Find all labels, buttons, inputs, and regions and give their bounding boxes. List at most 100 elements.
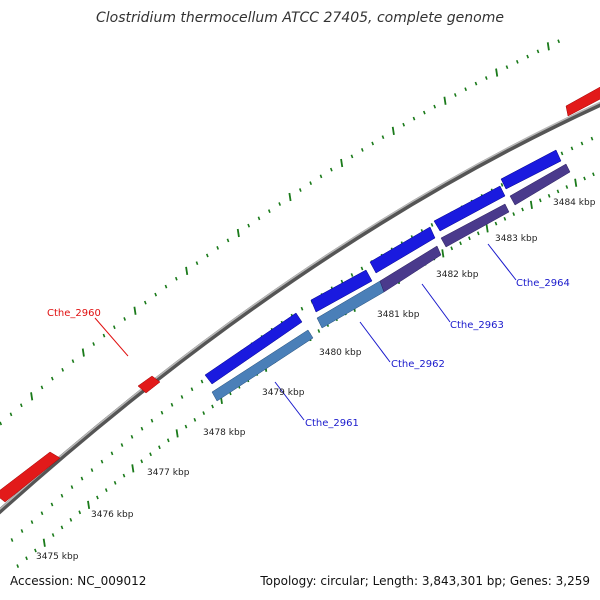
tick-mark-outer <box>257 216 261 221</box>
forward-feature-cthe-2960[interactable] <box>137 375 161 394</box>
tick-mark-outer <box>546 42 550 51</box>
tick-mark-inner <box>42 538 46 547</box>
label-cthe-2962[interactable]: Cthe_2962 <box>391 359 445 370</box>
genome-backbone-highlight <box>0 101 600 511</box>
tick-mark-outer <box>92 342 96 346</box>
tick-mark-outer <box>81 348 85 357</box>
gene-cthe-2965[interactable] <box>500 149 562 190</box>
scale-label-3482: 3482 kbp <box>436 270 479 280</box>
tick-mark-outer <box>236 228 240 238</box>
tick-mark-inner-near <box>60 493 64 498</box>
tick-mark-inner <box>158 445 161 450</box>
tick-mark-inner-near <box>300 306 304 311</box>
tick-mark-outer <box>464 87 468 92</box>
tick-mark-inner <box>485 224 489 233</box>
tick-mark-inner <box>149 452 152 457</box>
label-cthe-2964[interactable]: Cthe_2964 <box>516 278 570 289</box>
tick-mark-outer <box>402 122 406 127</box>
tick-mark-outer <box>319 174 323 179</box>
tick-mark-outer <box>30 392 34 401</box>
gene-cthe-2964[interactable] <box>433 185 506 232</box>
tick-mark-inner-near <box>100 459 104 464</box>
tick-mark-inner <box>441 249 445 258</box>
tick-mark-inner-near <box>70 485 74 489</box>
label-cthe-2963[interactable]: Cthe_2963 <box>450 320 504 331</box>
tick-mark-inner <box>547 193 551 198</box>
tick-mark-outer <box>360 148 364 152</box>
tick-mark-inner <box>468 236 471 241</box>
tick-mark-outer <box>61 367 65 372</box>
tick-mark-outer <box>102 333 106 338</box>
tick-mark-inner <box>574 178 578 187</box>
tick-mark-outer <box>267 209 271 214</box>
tick-mark-outer <box>164 284 168 289</box>
tick-mark-inner <box>25 556 28 561</box>
tick-mark-outer <box>526 54 530 59</box>
tick-mark-outer <box>505 65 509 70</box>
tick-mark-outer <box>309 181 313 186</box>
label-cthe-2960[interactable]: Cthe_2960 <box>47 308 101 319</box>
tick-mark-inner <box>131 464 135 473</box>
tick-mark-inner-near <box>560 151 564 156</box>
gene-cthe-2963[interactable] <box>369 226 436 274</box>
forward-feature-left[interactable] <box>0 451 61 503</box>
tick-mark-inner <box>175 429 179 438</box>
tick-mark-outer <box>205 253 209 258</box>
gene-cthe-2962[interactable] <box>310 269 373 313</box>
tick-mark-inner <box>211 404 214 409</box>
tick-mark-inner <box>583 176 586 181</box>
scale-label-3478: 3478 kbp <box>203 428 246 438</box>
tick-mark-inner <box>565 185 569 189</box>
tick-mark-outer <box>19 403 23 408</box>
tick-mark-inner <box>459 241 462 246</box>
cds-cthe-2965[interactable] <box>509 163 571 206</box>
tick-mark-inner <box>113 480 117 485</box>
gene-cthe-2961[interactable] <box>204 312 303 385</box>
tick-mark-inner <box>476 231 480 236</box>
forward-features <box>0 86 600 503</box>
tick-mark-inner <box>166 438 170 443</box>
tick-mark-inner-near <box>170 402 174 407</box>
tick-mark-inner <box>184 424 188 429</box>
tick-mark-inner <box>51 533 55 537</box>
tick-mark-inner <box>494 221 498 226</box>
tick-mark-outer <box>40 385 44 390</box>
tick-mark-outer <box>133 306 137 315</box>
tick-mark-inner <box>317 329 321 333</box>
tick-mark-inner-near <box>190 387 194 392</box>
tick-mark-outer <box>371 141 375 146</box>
tick-mark-inner <box>78 510 82 515</box>
tick-mark-inner-near <box>140 426 144 431</box>
cds-cthe-2961[interactable] <box>211 329 314 402</box>
tick-mark-outer <box>412 116 416 121</box>
tick-mark-outer <box>123 317 127 321</box>
cds-cthe-2963[interactable] <box>379 245 442 293</box>
scale-label-3475: 3475 kbp <box>36 552 79 562</box>
scale-label-3480: 3480 kbp <box>319 348 362 358</box>
tick-mark-inner-near <box>160 410 164 415</box>
tick-mark-outer <box>298 188 302 192</box>
label-cthe-2961[interactable]: Cthe_2961 <box>305 418 359 429</box>
cds-cthe-2964[interactable] <box>440 203 510 248</box>
tick-mark-outer <box>247 223 251 228</box>
forward-feature-right[interactable] <box>565 86 600 117</box>
tick-mark-inner <box>529 200 533 209</box>
reverse-genes <box>204 149 562 385</box>
scale-label-3477: 3477 kbp <box>147 468 190 478</box>
tick-mark-inner-near <box>570 146 574 151</box>
tick-mark-inner <box>592 172 595 177</box>
tick-mark-outer <box>536 49 540 54</box>
tick-mark-inner-near <box>120 443 124 447</box>
tick-mark-outer <box>474 81 478 86</box>
leader-cthe-2964 <box>487 243 517 281</box>
gene-labels: Cthe_2960 Cthe_2961 Cthe_2962 Cthe_2963 … <box>47 278 570 429</box>
tick-mark-inner-near <box>360 266 364 271</box>
tick-mark-inner <box>450 246 454 251</box>
tick-mark-inner <box>69 517 73 522</box>
tick-rings <box>0 39 595 568</box>
scale-label-3481: 3481 kbp <box>377 310 420 320</box>
tick-mark-outer <box>185 266 189 276</box>
tick-mark-inner <box>556 189 560 194</box>
tick-mark-inner <box>202 411 206 415</box>
